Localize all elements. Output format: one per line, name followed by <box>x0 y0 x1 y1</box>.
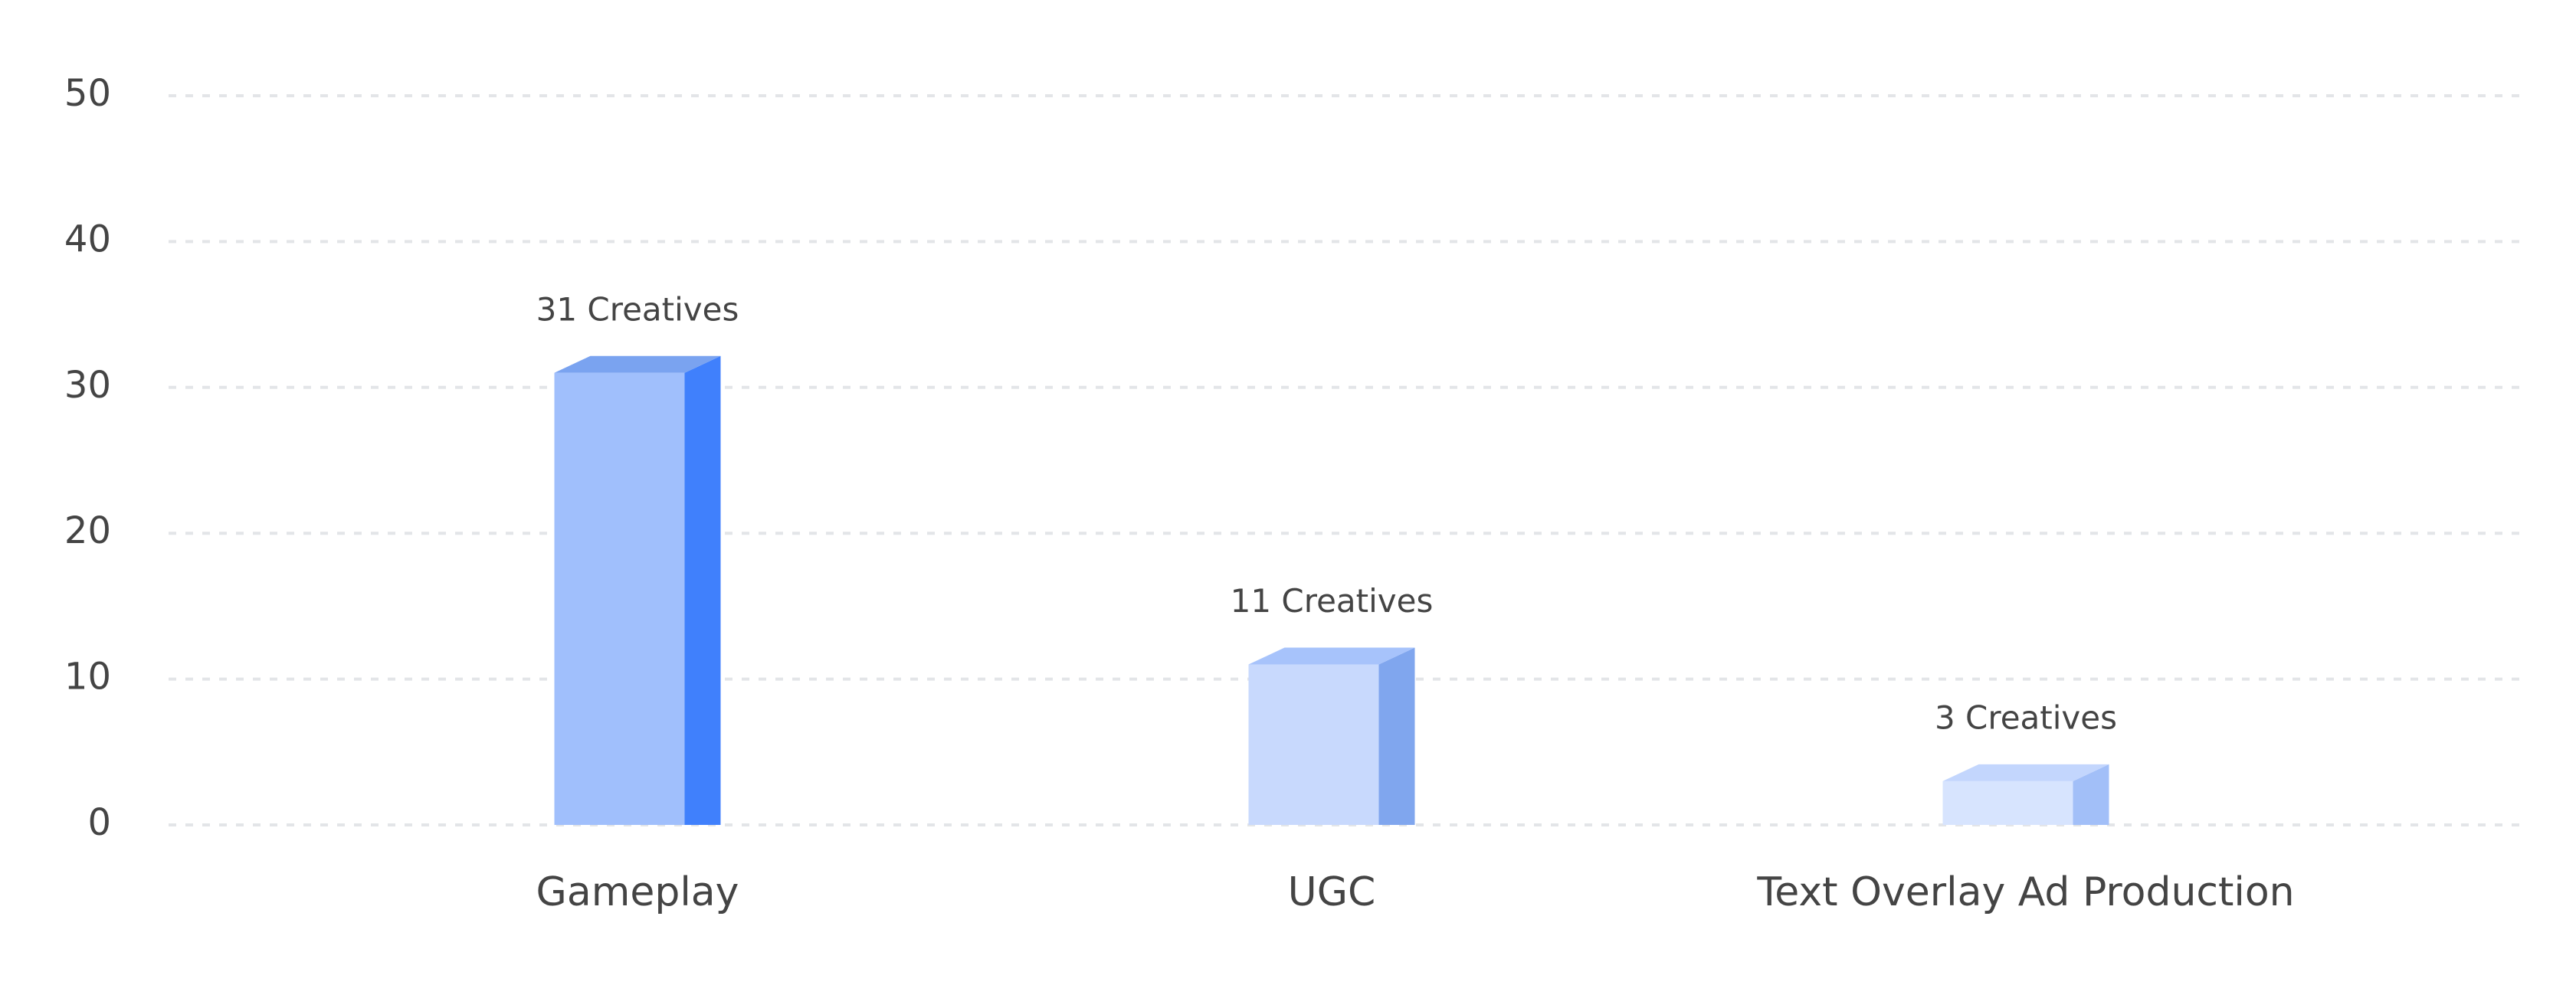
value-label: 3 Creatives <box>1935 699 2117 736</box>
bar-side <box>684 355 721 825</box>
value-label: 11 Creatives <box>1231 582 1434 620</box>
bar <box>554 372 685 825</box>
y-tick-label: 40 <box>64 218 111 260</box>
bar-top <box>554 355 721 373</box>
bar-top <box>1942 764 2109 781</box>
x-tick-label: Gameplay <box>536 869 739 915</box>
bar-top <box>1248 647 1415 665</box>
bar-side <box>2073 764 2109 825</box>
x-tick-label: UGC <box>1288 869 1376 915</box>
x-tick-label: Text Overlay Ad Production <box>1756 869 2294 915</box>
bar <box>1248 664 1379 825</box>
value-label: 31 Creatives <box>536 290 739 328</box>
y-tick-label: 10 <box>64 656 111 699</box>
bar <box>1942 780 2073 825</box>
y-tick-label: 30 <box>64 364 111 407</box>
y-tick-label: 20 <box>64 509 111 552</box>
y-tick-label: 0 <box>87 801 111 844</box>
bar-side <box>1378 647 1415 825</box>
y-tick-label: 50 <box>64 72 111 115</box>
